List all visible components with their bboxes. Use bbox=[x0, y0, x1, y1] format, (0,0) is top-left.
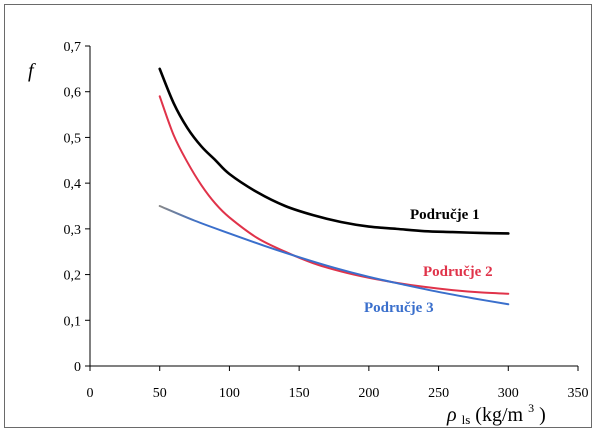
y-tick-label: 0,5 bbox=[64, 131, 82, 146]
plot-area: 0 0,1 0,2 0,3 0,4 0,5 0,6 0,7 0 50 100 150 200 250 30… bbox=[64, 40, 589, 401]
series-label-podrucje-3: Područje 3 bbox=[364, 300, 434, 316]
series-lines bbox=[158, 67, 510, 306]
y-tick-label: 0,4 bbox=[64, 177, 82, 192]
x-axis-subscript: ls bbox=[462, 412, 471, 427]
series-label-podrucje-2: Područje 2 bbox=[423, 264, 493, 280]
y-tick-label: 0,7 bbox=[64, 40, 82, 55]
series-line-podrucje-3 bbox=[158, 205, 510, 306]
y-axis-label: f bbox=[28, 60, 36, 82]
y-tick-label: 0,2 bbox=[64, 269, 82, 284]
y-ticks: 0 0,1 0,2 0,3 0,4 0,5 0,6 0,7 bbox=[64, 40, 90, 375]
series-label-podrucje-1: Područje 1 bbox=[410, 207, 480, 223]
y-tick-label: 0 bbox=[74, 360, 81, 375]
x-axis-unit-close: ) bbox=[539, 404, 546, 426]
series-line-podrucje-1 bbox=[158, 67, 510, 235]
x-tick-label: 300 bbox=[498, 386, 519, 401]
x-tick-label: 100 bbox=[219, 386, 240, 401]
x-tick-label: 0 bbox=[87, 386, 94, 401]
x-axis-symbol: ρ bbox=[446, 404, 457, 426]
x-axis-label: ρ ls (kg/m 3 ) bbox=[446, 395, 546, 429]
x-tick-label: 350 bbox=[568, 386, 589, 401]
x-tick-label: 250 bbox=[428, 386, 449, 401]
x-tick-label: 150 bbox=[289, 386, 310, 401]
y-tick-label: 0,3 bbox=[64, 223, 82, 238]
y-tick-label: 0,6 bbox=[64, 86, 82, 101]
x-axis-unit-open: (kg/m bbox=[475, 404, 523, 426]
x-tick-label: 200 bbox=[358, 386, 379, 401]
x-tick-label: 50 bbox=[153, 386, 167, 401]
x-axis-unit-sup: 3 bbox=[528, 401, 534, 415]
y-tick-label: 0,1 bbox=[64, 314, 82, 329]
chart-frame bbox=[4, 4, 592, 428]
x-ticks: 0 50 100 150 200 250 300 350 bbox=[87, 366, 589, 401]
series-labels: Područje 1 Područje 2 Područje 3 bbox=[364, 207, 493, 316]
